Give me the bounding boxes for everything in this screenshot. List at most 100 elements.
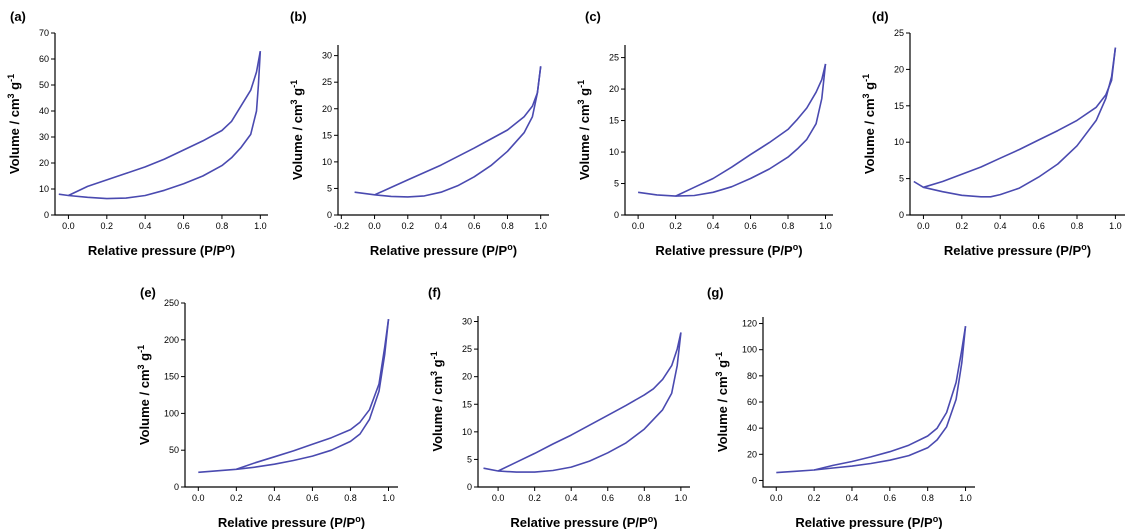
y-tick-label: 25 [894,28,904,38]
desorption-curve [497,332,682,472]
adsorption-curve [198,319,390,474]
y-tick-label: 0 [44,210,49,220]
x-tick-label: 0.2 [230,493,243,503]
x-axis-title: Relative pressure (P/Po) [370,242,517,258]
adsorption-curve [913,47,1117,198]
x-tick-label: 0.8 [216,221,229,231]
x-tick-label: 1.0 [382,493,395,503]
y-tick-label: 80 [747,371,757,381]
y-tick-label: 0 [614,210,619,220]
axes-frame [477,316,690,488]
panel-label: (d) [872,9,889,24]
y-tick-label: 15 [322,130,332,140]
axes-frame [54,33,268,216]
y-tick-label: 5 [467,454,472,464]
x-tick-label: 0.4 [139,221,152,231]
x-tick-label: 0.4 [268,493,281,503]
panel-label: (b) [290,9,307,24]
panel-e: (e) 0.0 0.2 0.4 0.6 0.8 1.0 0 50 100 150 200 250 Rela… [136,285,398,529]
y-tick-label: 100 [164,408,179,418]
x-tick-label: 0.4 [435,221,448,231]
y-axis-title: Volume / cm3 g-1 [6,74,22,174]
x-tick-label: 0.2 [101,221,114,231]
adsorption-curve [354,66,542,198]
y-tick-label: 120 [742,319,757,329]
y-axis-title: Volume / cm3 g-1 [289,80,305,180]
axes-frame [337,45,549,216]
y-tick-label: 70 [39,28,49,38]
adsorption-curve [483,332,682,473]
y-tick-label: 50 [39,80,49,90]
y-tick-label: 0 [899,210,904,220]
y-tick-label: 0 [467,482,472,492]
x-tick-label: 0.0 [192,493,205,503]
y-axis-title: Volume / cm3 g-1 [136,345,152,445]
y-tick-label: 5 [327,183,332,193]
x-tick-label: 0.0 [368,221,381,231]
x-axis-title: Relative pressure (P/Po) [944,242,1091,258]
y-tick-label: 20 [39,158,49,168]
adsorption-curve [58,51,262,200]
y-tick-label: 15 [462,399,472,409]
x-tick-label: 0.2 [402,221,415,231]
x-axis-title: Relative pressure (P/Po) [88,242,235,258]
x-tick-label: -0.2 [334,221,350,231]
x-tick-label: 1.0 [675,493,688,503]
panel-label: (g) [707,285,724,300]
x-tick-label: 0.4 [846,493,859,503]
x-tick-label: 0.6 [884,493,897,503]
y-tick-label: 60 [39,54,49,64]
desorption-curve [68,51,262,197]
x-tick-label: 0.8 [921,493,934,503]
desorption-curve [675,63,827,197]
x-tick-label: 0.8 [501,221,514,231]
y-tick-label: 25 [322,77,332,87]
y-tick-label: 5 [899,174,904,184]
panel-b: (b) -0.2 0.0 0.2 0.4 0.6 0.8 1.0 0 5 10 15 20 25 30 Rel… [289,9,549,258]
y-tick-label: 20 [322,104,332,114]
y-axis-title: Volume / cm3 g-1 [576,80,592,180]
y-tick-label: 15 [894,101,904,111]
panel-a: (a) 0.0 0.2 0.4 0.6 0.8 1.0 0 10 20 30 40 50 60 70 Rela… [6,9,268,258]
adsorption-curve [776,326,967,474]
desorption-curve [813,326,967,471]
x-axis-title: Relative pressure (P/Po) [655,242,802,258]
y-tick-label: 100 [742,345,757,355]
x-tick-label: 0.0 [632,221,645,231]
x-tick-label: 0.8 [344,493,357,503]
y-tick-label: 10 [894,137,904,147]
y-tick-label: 30 [462,317,472,327]
x-tick-label: 0.0 [770,493,783,503]
x-tick-label: 0.0 [62,221,75,231]
x-tick-label: 0.6 [306,493,319,503]
y-tick-label: 150 [164,372,179,382]
axes-frame [624,45,833,216]
desorption-curve [923,47,1117,189]
y-tick-label: 25 [609,53,619,63]
x-tick-label: 0.0 [917,221,930,231]
y-tick-label: 10 [322,157,332,167]
x-tick-label: 0.8 [1071,221,1084,231]
y-tick-label: 0 [174,482,179,492]
x-tick-label: 0.6 [1032,221,1045,231]
desorption-curve [236,319,390,471]
y-axis-title: Volume / cm3 g-1 [429,351,445,451]
y-tick-label: 5 [614,179,619,189]
x-tick-label: 0.6 [602,493,615,503]
y-tick-label: 20 [609,84,619,94]
x-tick-label: 0.2 [528,493,541,503]
adsorption-curve [637,63,827,197]
x-axis-title: Relative pressure (P/Po) [510,514,657,529]
y-axis-title: Volume / cm3 g-1 [861,74,877,174]
panel-label: (a) [10,9,26,24]
x-tick-label: 0.4 [565,493,578,503]
panel-label: (f) [428,285,441,300]
panel-c: (c) 0.0 0.2 0.4 0.6 0.8 1.0 0 5 10 15 20 25 Relative … [576,9,833,258]
x-tick-label: 0.6 [744,221,757,231]
x-tick-label: 0.8 [638,493,651,503]
y-tick-label: 10 [39,184,49,194]
y-tick-label: 0 [327,210,332,220]
y-tick-label: 15 [609,116,619,126]
x-axis-title: Relative pressure (P/Po) [795,514,942,529]
x-tick-label: 1.0 [254,221,267,231]
